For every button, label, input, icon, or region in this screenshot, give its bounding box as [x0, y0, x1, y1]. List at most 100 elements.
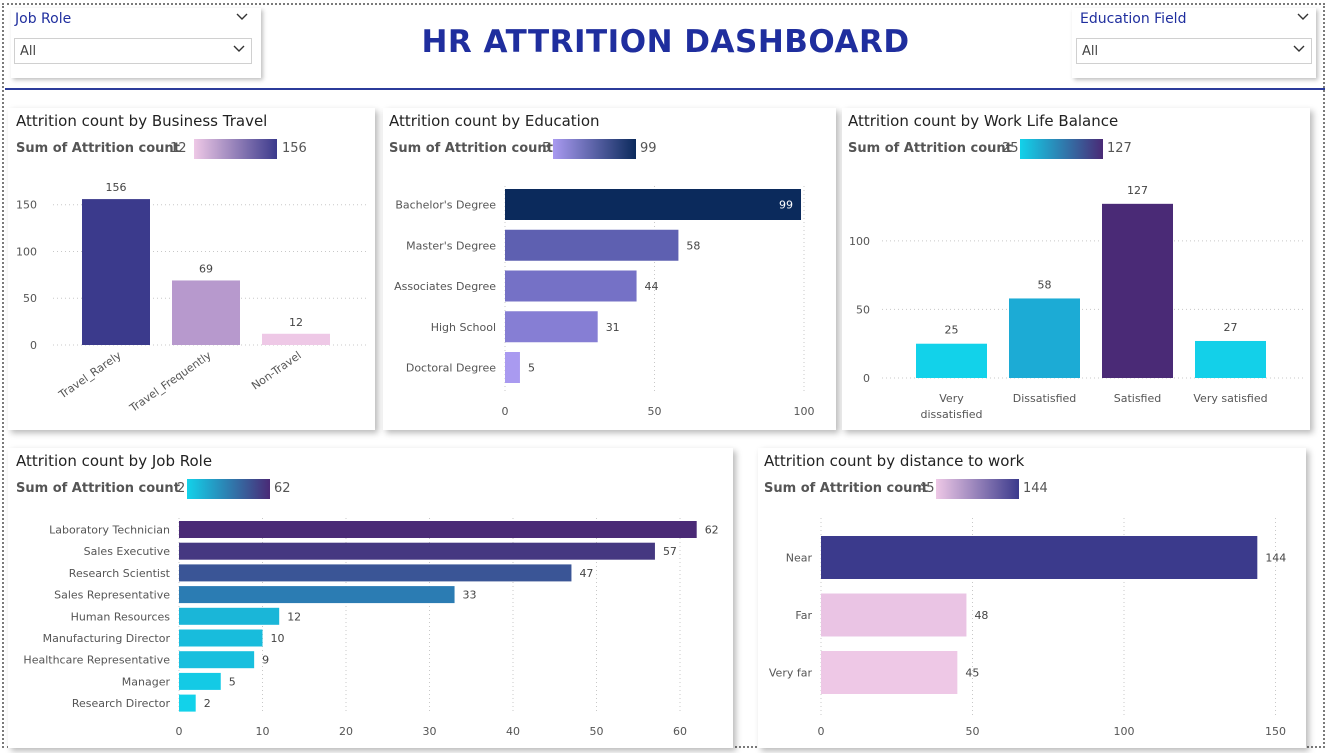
business-travel-chart-panel[interactable]: Attrition count by Business Travel Sum o… — [8, 108, 375, 430]
job-role-selected-value: All — [20, 44, 37, 59]
data-label: 62 — [705, 524, 719, 537]
data-label: 27 — [1224, 321, 1238, 334]
job-role-dropdown[interactable]: All — [14, 38, 252, 64]
legend-gradient — [553, 139, 636, 159]
legend-max: 156 — [282, 141, 307, 156]
y-tick-label: 150 — [16, 199, 37, 212]
y-tick-label: Near — [786, 552, 813, 565]
data-label: 58 — [1038, 278, 1052, 291]
x-tick-label: 100 — [794, 405, 815, 418]
bar — [916, 343, 987, 378]
data-label: 2 — [204, 697, 211, 710]
chevron-down-icon[interactable] — [235, 10, 249, 28]
y-tick-label: Far — [795, 609, 812, 622]
bar — [179, 586, 455, 604]
x-tick-label: Very satisfied — [1193, 392, 1267, 405]
distance-chart-panel[interactable]: Attrition count by distance to work Sum … — [758, 448, 1306, 748]
chevron-down-icon[interactable] — [232, 42, 246, 60]
y-tick-label: Doctoral Degree — [406, 362, 496, 375]
legend-min: 5 — [542, 141, 551, 156]
legend-label: Sum of Attrition count — [848, 141, 1012, 156]
y-tick-label: Bachelor's Degree — [395, 199, 496, 212]
x-tick-label: 50 — [590, 725, 604, 738]
bar — [172, 280, 240, 345]
data-label: 10 — [271, 632, 285, 645]
x-tick-label: 50 — [966, 725, 980, 738]
job-role-slicer[interactable]: Job Role All — [11, 8, 261, 78]
y-tick-label: Healthcare Representative — [23, 654, 170, 667]
legend-max: 127 — [1107, 141, 1132, 156]
bar — [505, 352, 520, 383]
education-chart: 0 50 100 99 Bachelor's Degree 58 Master's Degr… — [394, 186, 815, 418]
bar — [505, 270, 637, 302]
data-label: 12 — [287, 610, 301, 623]
y-tick-label: 0 — [863, 372, 870, 385]
data-label: 25 — [945, 324, 959, 337]
work-life-balance-chart-panel[interactable]: Attrition count by Work Life Balance Sum… — [842, 108, 1310, 430]
data-label: 45 — [965, 667, 979, 680]
business-travel-chart: 0 50 100 150 156 Travel_Rarely 69 Travel_Freque… — [16, 181, 368, 415]
data-label: 127 — [1127, 184, 1148, 197]
job-role-chart-panel[interactable]: Attrition count by Job Role Sum of Attri… — [8, 448, 733, 748]
data-label: 57 — [663, 545, 677, 558]
y-tick-label: High School — [431, 321, 496, 334]
y-tick-label: Very far — [769, 667, 813, 680]
legend-max: 144 — [1023, 481, 1048, 496]
legend-label: Sum of Attrition count — [16, 141, 180, 156]
data-label: 48 — [974, 609, 988, 622]
data-label: 47 — [579, 567, 593, 580]
bar — [1102, 203, 1173, 378]
education-field-slicer-label: Education Field — [1080, 11, 1187, 27]
bar — [821, 651, 958, 694]
x-tick-label: 0 — [502, 405, 509, 418]
x-tick-label: 0 — [818, 725, 825, 738]
x-tick-label: 40 — [506, 725, 520, 738]
data-label: 31 — [606, 321, 620, 334]
legend-label: Sum of Attrition count — [16, 481, 180, 496]
education-field-slicer[interactable]: Education Field All — [1072, 8, 1316, 78]
y-tick-label: Manufacturing Director — [43, 632, 171, 645]
x-tick-label: Very dissatisfied — [920, 392, 982, 421]
data-label: 12 — [289, 316, 303, 329]
chevron-down-icon[interactable] — [1292, 42, 1306, 60]
bar — [505, 311, 598, 343]
legend-min: 2 — [177, 481, 186, 496]
education-field-selected-value: All — [1082, 44, 1099, 59]
bar — [505, 189, 802, 220]
data-label: 69 — [199, 262, 213, 275]
x-tick-label: Non-Travel — [249, 349, 304, 393]
y-tick-label: Laboratory Technician — [49, 524, 170, 537]
data-label: 58 — [686, 239, 700, 252]
chart-title: Attrition count by distance to work — [764, 452, 1025, 470]
x-tick-label: Travel_Rarely — [56, 349, 124, 402]
bar — [179, 651, 255, 669]
y-tick-label: Manager — [122, 675, 171, 688]
chart-title: Attrition count by Education — [389, 112, 600, 130]
data-label: 33 — [463, 589, 477, 602]
data-label: 44 — [645, 280, 659, 293]
y-tick-label: 100 — [849, 235, 870, 248]
work-life-balance-chart: 0 50 100 25 Very dissatisfied 58 Dissatisfied 12… — [849, 184, 1304, 421]
legend-gradient — [187, 479, 270, 499]
education-chart-panel[interactable]: Attrition count by Education Sum of Attr… — [383, 108, 836, 430]
bar — [179, 629, 263, 647]
x-tick-label: Dissatisfied — [1013, 392, 1077, 405]
legend-min: 45 — [918, 481, 935, 496]
x-tick-label: 30 — [423, 725, 437, 738]
chevron-down-icon[interactable] — [1296, 10, 1310, 28]
y-tick-label: Master's Degree — [406, 239, 496, 252]
data-label: 5 — [229, 675, 236, 688]
bar — [179, 542, 655, 560]
data-label: 99 — [779, 199, 793, 212]
legend-max: 99 — [640, 141, 657, 156]
education-field-dropdown[interactable]: All — [1076, 38, 1312, 64]
y-tick-label: 100 — [16, 245, 37, 258]
x-tick-label: 60 — [673, 725, 687, 738]
chart-title: Attrition count by Work Life Balance — [848, 112, 1119, 130]
distance-chart: 0 50 100 150 144 Near 48 Far 45 Very far — [769, 518, 1286, 738]
x-tick-label: 100 — [1114, 725, 1135, 738]
y-tick-label: Research Director — [72, 697, 171, 710]
bar — [262, 333, 330, 345]
page-title: HR ATTRITION DASHBOARD — [421, 24, 910, 60]
legend-gradient — [1020, 139, 1103, 159]
